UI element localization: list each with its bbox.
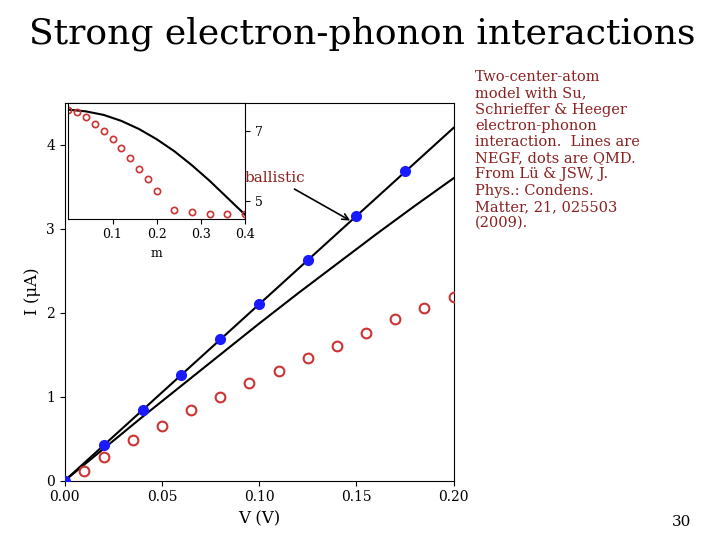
X-axis label: m: m xyxy=(150,247,163,260)
Text: ballistic: ballistic xyxy=(244,171,348,220)
Text: Two-center-atom
model with Su,
Schrieffer & Heeger
electron-phonon
interaction. : Two-center-atom model with Su, Schrieffe… xyxy=(475,70,640,230)
X-axis label: V (V): V (V) xyxy=(238,510,280,527)
Text: Strong electron-phonon interactions: Strong electron-phonon interactions xyxy=(29,16,696,51)
Y-axis label: I (μA): I (μA) xyxy=(24,268,40,315)
Text: 30: 30 xyxy=(672,515,691,529)
